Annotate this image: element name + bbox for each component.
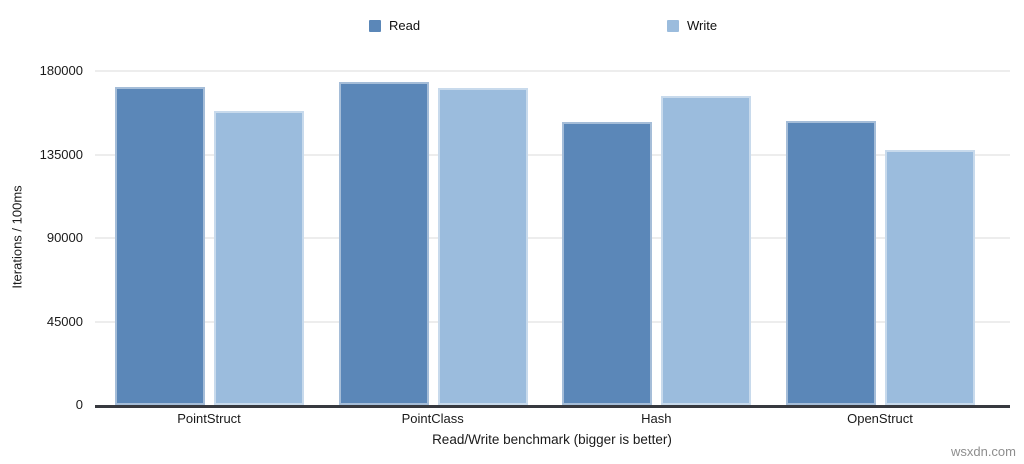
y-tick-label: 180000 (39, 63, 83, 78)
legend-item-read: Read (369, 18, 420, 33)
x-tick-label: PointStruct (177, 411, 241, 426)
write-legend-swatch (667, 19, 679, 32)
read-legend-swatch (369, 19, 381, 32)
x-axis-line (95, 405, 1010, 408)
bar-write-openstruct (885, 149, 975, 405)
bar-write-pointstruct (214, 110, 304, 405)
bar-write-hash (661, 95, 752, 405)
y-tick-label: 90000 (46, 230, 83, 245)
write-legend-label: Write (687, 18, 718, 33)
gridline (95, 70, 1010, 72)
x-tick-label: PointClass (401, 411, 464, 426)
read-legend-label: Read (389, 18, 421, 33)
gridline (95, 237, 1010, 239)
legend-item-write: Write (667, 18, 717, 33)
x-axis-title: Read/Write benchmark (bigger is better) (432, 432, 672, 447)
bar-read-hash (562, 121, 653, 405)
gridline (95, 320, 1010, 323)
x-tick-label: Hash (641, 411, 672, 426)
y-tick-label: 45000 (46, 313, 83, 329)
y-tick-label: 135000 (39, 146, 83, 162)
bar-read-pointstruct (115, 86, 205, 405)
watermark: wsxdn.com (950, 444, 1016, 459)
y-tick-label: 0 (75, 397, 83, 412)
bar-read-pointclass (338, 81, 429, 405)
gridline (95, 153, 1010, 156)
bar-write-pointclass (437, 87, 528, 405)
bar-read-openstruct (786, 120, 876, 405)
x-tick-label: OpenStruct (847, 411, 913, 426)
